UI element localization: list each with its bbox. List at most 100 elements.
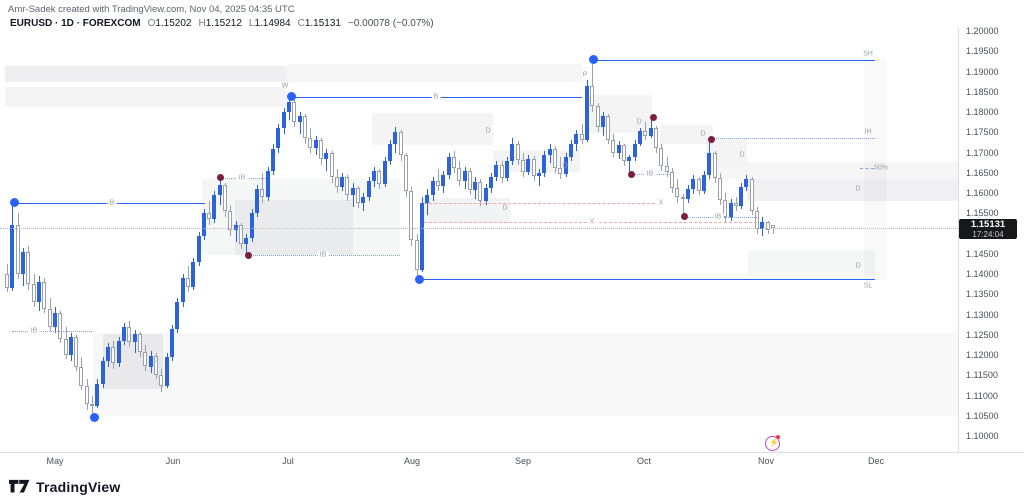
candle[interactable] <box>345 176 350 196</box>
candle[interactable] <box>116 340 121 364</box>
candle[interactable] <box>632 143 637 158</box>
candle[interactable] <box>372 170 377 181</box>
swing-dot-maroon[interactable] <box>627 170 635 178</box>
candle[interactable] <box>302 116 307 139</box>
drawing-line-x1[interactable] <box>424 202 655 204</box>
candle[interactable] <box>494 164 499 177</box>
candle[interactable] <box>265 170 270 198</box>
swing-dot-maroon[interactable] <box>680 213 688 221</box>
candle[interactable] <box>574 134 579 145</box>
candle[interactable] <box>388 144 393 161</box>
candle[interactable] <box>350 188 355 196</box>
candle[interactable] <box>377 170 382 185</box>
candle[interactable] <box>664 165 669 172</box>
candle[interactable] <box>765 222 770 231</box>
candle[interactable] <box>393 132 398 145</box>
candle[interactable] <box>515 143 520 160</box>
candle[interactable] <box>286 101 291 113</box>
candle[interactable] <box>478 181 483 202</box>
candle[interactable] <box>79 367 84 386</box>
candle[interactable] <box>292 101 297 123</box>
candle[interactable] <box>552 148 557 168</box>
candle[interactable] <box>760 222 765 229</box>
candle[interactable] <box>361 197 366 204</box>
candle[interactable] <box>164 357 169 386</box>
candle[interactable] <box>249 213 254 238</box>
candle[interactable] <box>15 225 20 275</box>
candle[interactable] <box>297 116 302 123</box>
candle[interactable] <box>153 355 158 375</box>
candle[interactable] <box>717 177 722 201</box>
candle[interactable] <box>100 361 105 384</box>
candle[interactable] <box>595 105 600 128</box>
swing-dot-blue[interactable] <box>588 55 598 65</box>
swing-dot-maroon[interactable] <box>244 251 252 259</box>
candle[interactable] <box>95 383 100 406</box>
candle[interactable] <box>36 282 41 303</box>
candle[interactable] <box>138 334 142 352</box>
candle[interactable] <box>627 157 632 161</box>
candle[interactable] <box>228 211 233 230</box>
economic-event-icon[interactable]: ⚡ <box>765 435 780 451</box>
symbol-title[interactable]: EURUSD · 1D · FOREXCOM <box>10 18 141 29</box>
candle[interactable] <box>84 385 89 404</box>
candle[interactable] <box>324 152 329 159</box>
drawing-line-current[interactable] <box>0 228 958 230</box>
swing-dot-blue[interactable] <box>286 92 296 102</box>
candle[interactable] <box>675 188 680 198</box>
candle[interactable] <box>366 180 371 198</box>
candle[interactable] <box>334 176 339 187</box>
candle[interactable] <box>435 180 440 186</box>
candle[interactable] <box>5 274 9 289</box>
candle[interactable] <box>430 180 435 196</box>
candle[interactable] <box>20 251 25 275</box>
candle[interactable] <box>233 224 238 230</box>
swing-dot-maroon[interactable] <box>216 174 224 182</box>
swing-dot-maroon[interactable] <box>649 113 657 121</box>
candle[interactable] <box>143 351 148 367</box>
candle[interactable] <box>680 197 685 200</box>
candle[interactable] <box>255 189 260 214</box>
tradingview-logo[interactable]: TradingView <box>9 479 120 495</box>
candle[interactable] <box>579 134 584 140</box>
candle[interactable] <box>670 172 674 189</box>
candle[interactable] <box>329 152 334 177</box>
candle[interactable] <box>489 176 494 189</box>
candle[interactable] <box>622 145 627 161</box>
candle[interactable] <box>537 172 541 177</box>
candle[interactable] <box>68 336 73 356</box>
candle[interactable] <box>106 347 111 362</box>
candle[interactable] <box>409 191 414 240</box>
candle[interactable] <box>638 131 643 144</box>
candle[interactable] <box>260 189 265 198</box>
candle[interactable] <box>58 312 63 339</box>
candle[interactable] <box>712 152 717 178</box>
candle[interactable] <box>281 112 286 129</box>
candle[interactable] <box>723 200 728 218</box>
candle[interactable] <box>542 154 547 173</box>
candle[interactable] <box>590 85 595 106</box>
candle[interactable] <box>739 187 744 207</box>
candle[interactable] <box>185 278 190 288</box>
candle[interactable] <box>611 139 616 153</box>
candle[interactable] <box>74 336 79 368</box>
candle[interactable] <box>654 128 659 148</box>
drawing-line-sh[interactable] <box>591 59 875 61</box>
candle[interactable] <box>499 164 504 178</box>
candle[interactable] <box>467 170 472 190</box>
candle[interactable] <box>356 188 361 204</box>
candle[interactable] <box>47 308 52 327</box>
candle[interactable] <box>127 326 132 343</box>
candle[interactable] <box>201 213 206 236</box>
swing-dot-blue[interactable] <box>414 274 424 284</box>
candle[interactable] <box>159 374 164 386</box>
candle[interactable] <box>223 184 228 212</box>
candle[interactable] <box>473 181 478 190</box>
candle[interactable] <box>451 156 456 168</box>
candle[interactable] <box>308 138 313 148</box>
swing-dot-blue[interactable] <box>9 197 19 207</box>
candle[interactable] <box>217 184 222 196</box>
candle[interactable] <box>31 284 36 303</box>
candle[interactable] <box>52 312 57 327</box>
